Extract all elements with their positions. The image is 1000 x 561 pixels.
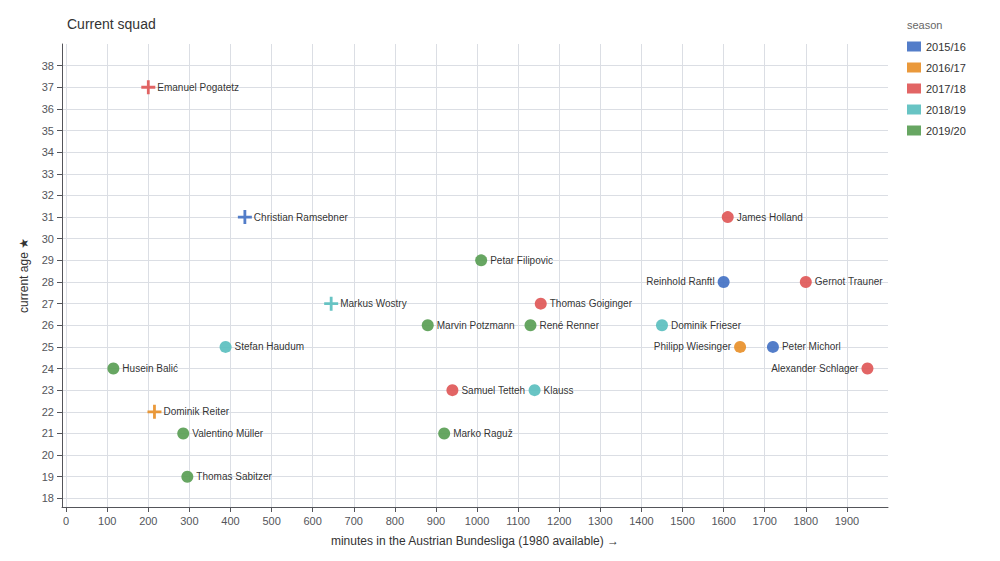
svg-text:1600: 1600 xyxy=(711,515,735,527)
svg-text:18: 18 xyxy=(42,492,54,504)
svg-text:38: 38 xyxy=(42,60,54,72)
svg-text:500: 500 xyxy=(262,515,280,527)
svg-text:Marvin Potzmann: Marvin Potzmann xyxy=(437,320,515,331)
svg-text:29: 29 xyxy=(42,254,54,266)
svg-text:2015/16: 2015/16 xyxy=(926,41,966,53)
svg-text:300: 300 xyxy=(180,515,198,527)
svg-text:30: 30 xyxy=(42,233,54,245)
svg-text:700: 700 xyxy=(345,515,363,527)
svg-text:Thomas Sabitzer: Thomas Sabitzer xyxy=(196,471,272,482)
svg-text:Dominik Reiter: Dominik Reiter xyxy=(163,406,229,417)
svg-text:800: 800 xyxy=(386,515,404,527)
svg-text:23: 23 xyxy=(42,384,54,396)
svg-text:1500: 1500 xyxy=(670,515,694,527)
svg-text:Klauss: Klauss xyxy=(544,385,574,396)
svg-text:Markus Wostry: Markus Wostry xyxy=(340,298,407,309)
svg-text:24: 24 xyxy=(42,363,54,375)
svg-text:25: 25 xyxy=(42,341,54,353)
svg-text:Alexander Schlager: Alexander Schlager xyxy=(771,363,859,374)
svg-text:Gernot Trauner: Gernot Trauner xyxy=(815,276,883,287)
svg-text:200: 200 xyxy=(139,515,157,527)
svg-text:400: 400 xyxy=(221,515,239,527)
svg-text:36: 36 xyxy=(42,103,54,115)
svg-text:2016/17: 2016/17 xyxy=(926,62,966,74)
svg-text:0: 0 xyxy=(63,515,69,527)
svg-text:28: 28 xyxy=(42,276,54,288)
svg-text:Reinhold Ranftl: Reinhold Ranftl xyxy=(646,276,714,287)
svg-text:32: 32 xyxy=(42,189,54,201)
svg-text:1800: 1800 xyxy=(794,515,818,527)
svg-text:1300: 1300 xyxy=(588,515,612,527)
svg-text:season: season xyxy=(907,19,942,31)
svg-text:1400: 1400 xyxy=(629,515,653,527)
svg-text:37: 37 xyxy=(42,81,54,93)
svg-text:1200: 1200 xyxy=(547,515,571,527)
svg-text:31: 31 xyxy=(42,211,54,223)
svg-text:Christian Ramsebner: Christian Ramsebner xyxy=(254,212,349,223)
svg-text:Philipp Wiesinger: Philipp Wiesinger xyxy=(654,341,732,352)
svg-text:Husein Balić: Husein Balić xyxy=(122,363,178,374)
svg-text:1900: 1900 xyxy=(835,515,859,527)
svg-text:1700: 1700 xyxy=(752,515,776,527)
svg-text:19: 19 xyxy=(42,471,54,483)
svg-text:Samuel Tetteh: Samuel Tetteh xyxy=(461,385,525,396)
svg-text:1000: 1000 xyxy=(465,515,489,527)
svg-text:Thomas Goiginger: Thomas Goiginger xyxy=(550,298,633,309)
svg-text:27: 27 xyxy=(42,298,54,310)
svg-text:Dominik Frieser: Dominik Frieser xyxy=(671,320,742,331)
svg-text:35: 35 xyxy=(42,125,54,137)
svg-text:Valentino Müller: Valentino Müller xyxy=(192,428,264,439)
svg-text:2017/18: 2017/18 xyxy=(926,83,966,95)
svg-text:20: 20 xyxy=(42,449,54,461)
svg-text:Peter Michorl: Peter Michorl xyxy=(782,341,841,352)
svg-text:Petar Filipovic: Petar Filipovic xyxy=(490,255,553,266)
svg-text:Marko Raguž: Marko Raguž xyxy=(453,428,512,439)
svg-text:34: 34 xyxy=(42,146,54,158)
svg-text:minutes in the Austrian Bundes: minutes in the Austrian Bundesliga (1980… xyxy=(331,534,619,548)
svg-text:2019/20: 2019/20 xyxy=(926,125,966,137)
svg-text:900: 900 xyxy=(427,515,445,527)
svg-text:James Holland: James Holland xyxy=(737,212,803,223)
svg-text:Current squad: Current squad xyxy=(67,16,156,32)
svg-text:Stefan Haudum: Stefan Haudum xyxy=(235,341,305,352)
svg-text:René Renner: René Renner xyxy=(539,320,599,331)
svg-text:33: 33 xyxy=(42,168,54,180)
svg-text:100: 100 xyxy=(98,515,116,527)
svg-text:Emanuel Pogatetz: Emanuel Pogatetz xyxy=(157,82,239,93)
svg-text:current age ★: current age ★ xyxy=(17,238,31,313)
svg-text:21: 21 xyxy=(42,427,54,439)
svg-text:600: 600 xyxy=(303,515,321,527)
svg-text:26: 26 xyxy=(42,319,54,331)
svg-text:1100: 1100 xyxy=(506,515,530,527)
svg-text:2018/19: 2018/19 xyxy=(926,104,966,116)
svg-text:22: 22 xyxy=(42,406,54,418)
